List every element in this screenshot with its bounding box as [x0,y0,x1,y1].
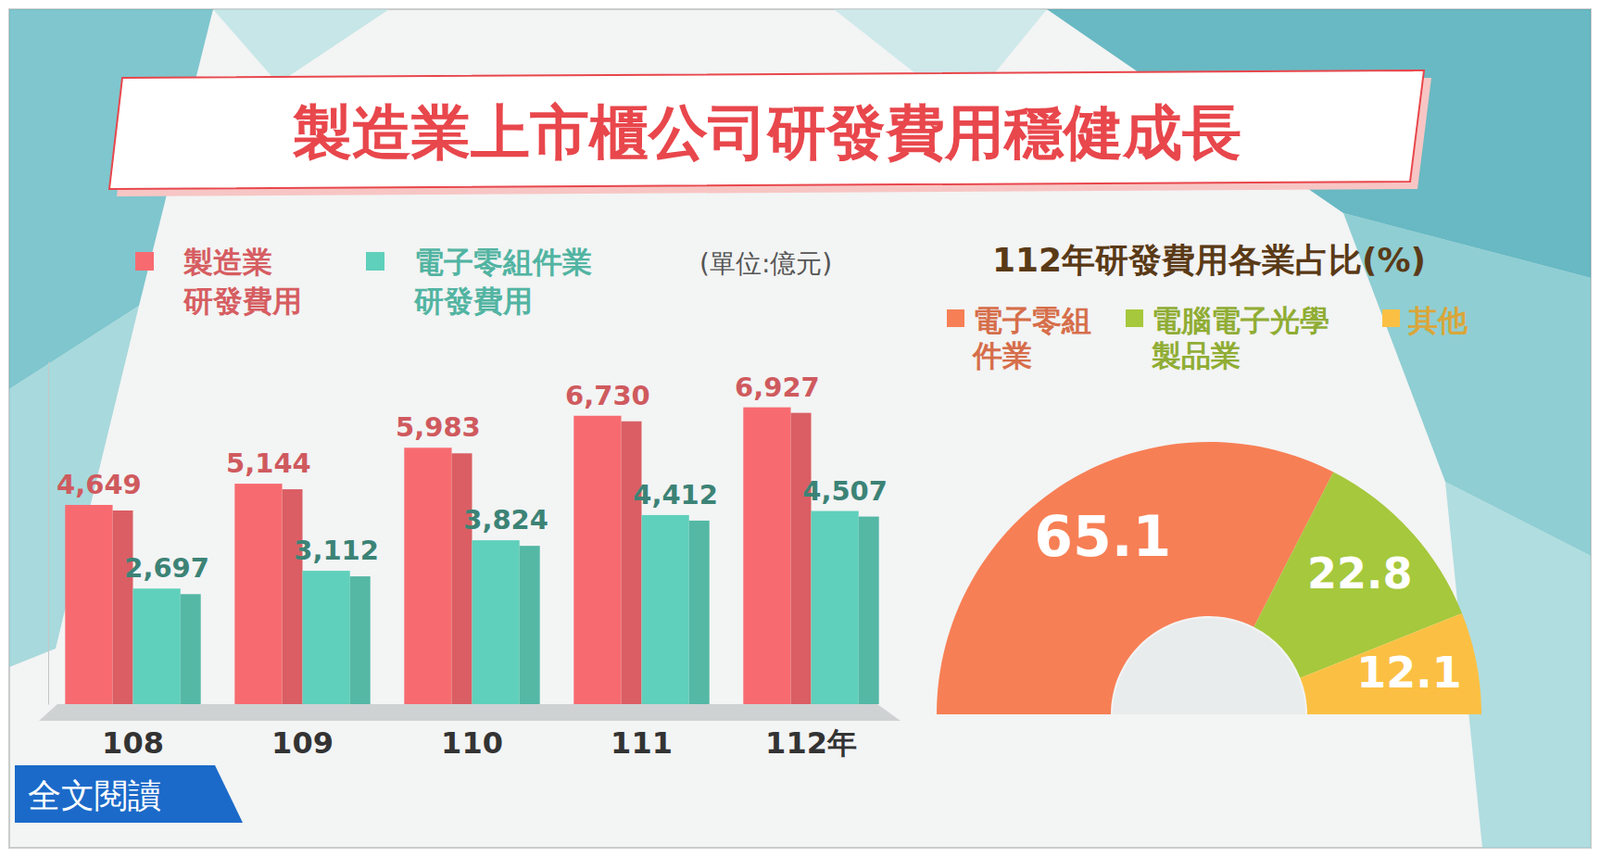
hole [1112,617,1306,715]
bar [64,504,113,705]
legend-label: 電子零組件業 [971,302,1092,374]
bar-side [350,576,371,705]
data-label: 6,730 [565,379,651,412]
frame [9,9,1591,848]
legend-swatch [1382,309,1400,328]
bar [811,511,859,705]
x-tick: 109 [271,725,334,761]
data-label: 4,649 [56,468,142,501]
slices [936,441,1482,715]
title: 製造業上市櫃公司研發費用穩健成長 [291,98,1242,167]
pie-chart: 112年研發費用各業占比(%) 電子零組件業電腦電子光學製品業 其他 65.1 22.8… [936,240,1482,715]
bars [64,407,879,705]
bar [234,483,282,705]
bar-side [452,453,473,705]
legend-swatch [365,251,385,271]
legend: 製造業研發費用 電子零組件業研發費用 [135,244,593,319]
bar [403,447,452,705]
read-more[interactable]: 全文閱讀 [14,765,243,823]
bar [133,588,181,705]
button-label[interactable]: 全文閱讀 [27,776,162,815]
x-tick-label: 112年 [765,725,857,761]
bar-side [282,489,303,705]
floor [38,704,901,721]
button-bg[interactable] [14,765,243,823]
x-axis: 108 109 110 111 112年 [101,725,857,761]
legend-swatch [946,309,965,328]
bar-side [621,421,643,705]
data-label: 5,983 [395,411,481,443]
data-label: 5,144 [226,447,312,479]
legend: 電子零組件業電腦電子光學製品業 其他 [946,302,1469,374]
x-tick-label: 111 [610,725,673,761]
data-label: 3,824 [463,503,549,536]
infographic: 製造業上市櫃公司研發費用穩健成長全文閱讀 製造業研發費用 電子零組件業研發費用 (單位… [0,0,1600,857]
bar-side [113,510,134,705]
bar [302,570,351,705]
bar [743,407,791,705]
legend-swatch [1125,309,1144,328]
bar-side [858,516,880,705]
x-tick: 108 [101,725,164,761]
slice-label: 22.8 [1307,548,1413,599]
bar-chart: 製造業研發費用 電子零組件業研發費用 (單位:億元) 4,649 5,144 5,983 6… [38,244,901,761]
legend-label: 其他 [1407,302,1469,339]
title-banner: 製造業上市櫃公司研發費用穩健成長 [109,70,1432,197]
bar-side [791,413,812,705]
legend-label: 電子零組件業研發費用 [413,244,593,319]
slice-labels: 65.1 22.8 12.1 [1033,503,1462,698]
background [0,0,1600,857]
y-axis [48,362,50,706]
legend-swatch [135,251,154,271]
background-shape [213,9,390,84]
x-tick-label: 110 [440,725,504,761]
bar-side [180,593,202,705]
slice [936,441,1334,715]
slice-label: 12.1 [1356,647,1462,698]
legend-label: 製造業研發費用 [182,244,303,319]
data-label: 3,112 [293,534,379,567]
x-tick: 112年 [765,725,857,761]
bar-side [519,545,541,705]
bar [472,540,520,705]
page-bg [0,0,1600,857]
x-tick-label: 108 [101,725,164,761]
data-labels: 4,649 5,144 5,983 6,730 6,927 2,697 3,112 3,824… [56,371,888,585]
unit-label: (單位:億元) [699,248,832,279]
slice [1299,613,1482,715]
x-tick: 111 [610,725,673,761]
slice-label: 65.1 [1033,503,1172,569]
pie-title: 112年研發費用各業占比(%) [992,240,1426,279]
data-label: 4,412 [632,478,719,511]
bar [642,515,690,705]
data-label: 2,697 [124,552,210,584]
x-tick-label: 109 [271,725,334,761]
x-tick: 110 [440,725,504,761]
bar [573,415,621,705]
y-axis-line [48,362,50,706]
bar-side [689,520,710,705]
data-label: 4,507 [802,475,888,507]
data-label: 6,927 [734,371,820,404]
legend-label: 電腦電子光學製品業 [1150,302,1330,374]
banner [109,70,1424,189]
